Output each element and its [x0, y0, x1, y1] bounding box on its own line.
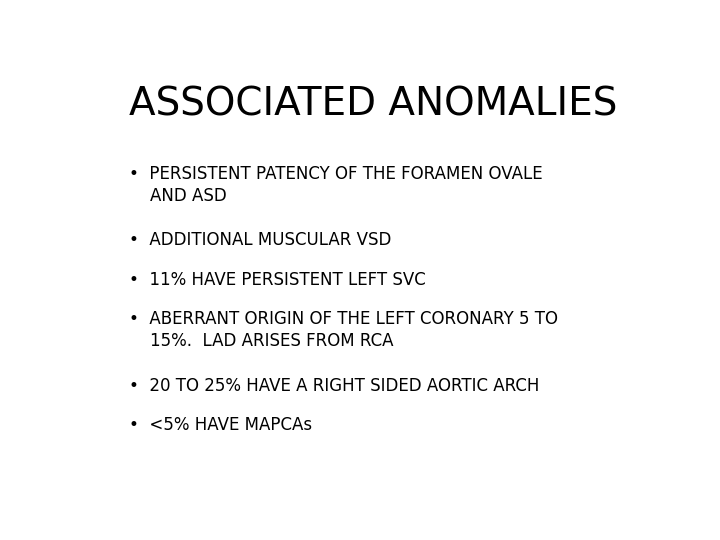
Text: •  <5% HAVE MAPCAs: • <5% HAVE MAPCAs: [129, 416, 312, 434]
Text: •  20 TO 25% HAVE A RIGHT SIDED AORTIC ARCH: • 20 TO 25% HAVE A RIGHT SIDED AORTIC AR…: [129, 377, 539, 395]
Text: •  11% HAVE PERSISTENT LEFT SVC: • 11% HAVE PERSISTENT LEFT SVC: [129, 271, 426, 288]
Text: ASSOCIATED ANOMALIES: ASSOCIATED ANOMALIES: [129, 85, 618, 124]
Text: •  ABERRANT ORIGIN OF THE LEFT CORONARY 5 TO
    15%.  LAD ARISES FROM RCA: • ABERRANT ORIGIN OF THE LEFT CORONARY 5…: [129, 310, 558, 350]
Text: •  PERSISTENT PATENCY OF THE FORAMEN OVALE
    AND ASD: • PERSISTENT PATENCY OF THE FORAMEN OVAL…: [129, 165, 543, 205]
Text: •  ADDITIONAL MUSCULAR VSD: • ADDITIONAL MUSCULAR VSD: [129, 231, 392, 249]
